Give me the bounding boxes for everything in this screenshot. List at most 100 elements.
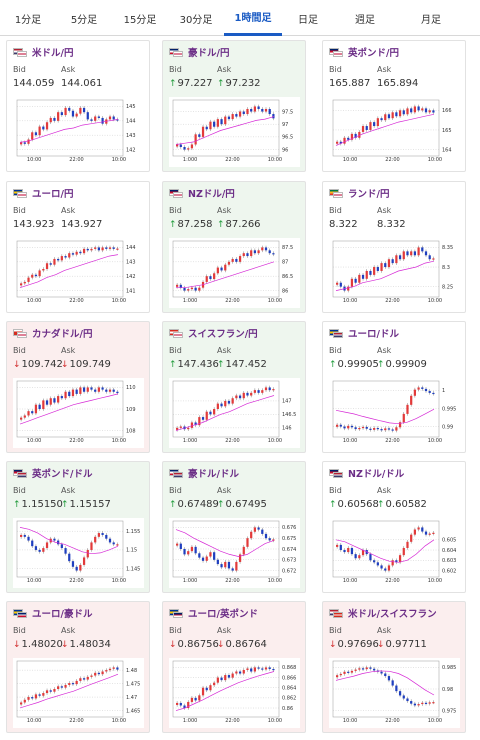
pair-name-link[interactable]: 米ドル/円 bbox=[32, 48, 74, 59]
y-tick-label: 8.25 bbox=[442, 284, 453, 290]
ask-value: ↑ 1.15157 bbox=[61, 499, 111, 510]
candle bbox=[373, 560, 376, 563]
candle bbox=[417, 106, 420, 111]
price-chart[interactable]: 1.155 1.15 1.145 10:00 22:00 10:00 bbox=[13, 518, 144, 588]
pair-name-link[interactable]: ユーロ/円 bbox=[32, 189, 74, 200]
x-tick-label: 10:00 bbox=[27, 438, 41, 444]
bid-price: 8.322 bbox=[329, 219, 358, 230]
pair-name-link[interactable]: 米ドル/スイスフラン bbox=[348, 609, 437, 620]
candle bbox=[380, 565, 383, 569]
candle bbox=[53, 538, 56, 541]
pair-name-link[interactable]: NZドル/円 bbox=[188, 189, 235, 200]
price-chart[interactable]: 87.5 87 86.5 86 1:000 22:00 10:00 bbox=[169, 238, 300, 308]
candle bbox=[209, 685, 212, 691]
pair-name-link[interactable]: カナダドル/円 bbox=[32, 329, 93, 340]
bid-label: Bid bbox=[329, 206, 342, 215]
y-tick-label: 142 bbox=[126, 147, 136, 153]
pair-name-link[interactable]: ユーロ/ドル bbox=[348, 329, 399, 340]
x-tick-label: 10:00 bbox=[268, 718, 282, 724]
candle bbox=[179, 144, 182, 148]
candle bbox=[227, 675, 231, 678]
candle bbox=[71, 110, 75, 117]
ask-price: 0.97711 bbox=[385, 639, 427, 650]
candle bbox=[31, 274, 34, 278]
pair-name-link[interactable]: NZドル/ドル bbox=[348, 469, 405, 480]
price-chart[interactable]: 0.868 0.866 0.864 0.862 0.86 1:000 22:00 10:00 bbox=[169, 658, 300, 728]
pair-card: 英ポンド/ドル Bid Ask ↑ 1.15150 ↑ 1.15157 1.155 1.15 1.… bbox=[6, 461, 150, 593]
tab-1[interactable]: 1分足 bbox=[14, 14, 42, 26]
y-tick-label: 164 bbox=[442, 147, 452, 153]
pair-name-link[interactable]: ランド/円 bbox=[348, 189, 390, 200]
price-chart[interactable]: 8.35 8.3 8.25 10:00 22:00 10:00 bbox=[329, 238, 460, 308]
price-chart[interactable]: 110 109 108 10:00 22:00 10:00 bbox=[13, 378, 144, 448]
x-tick-label: 22:00 bbox=[69, 578, 83, 584]
candle bbox=[209, 552, 212, 557]
price-chart[interactable]: 0.605 0.604 0.603 0.602 10:00 22:00 10:00 bbox=[329, 518, 460, 588]
y-tick-label: 1.465 bbox=[126, 708, 140, 714]
pair-title: NZドル/ドル bbox=[329, 467, 405, 480]
candle bbox=[68, 553, 71, 562]
candle bbox=[395, 255, 398, 264]
candle bbox=[250, 531, 253, 539]
price-chart[interactable]: 0.676 0.675 0.674 0.673 0.672 1:000 22:00 10:00 bbox=[169, 518, 300, 588]
price-chart[interactable]: 97.5 97 96.5 96 1:000 22:00 10:00 bbox=[169, 97, 300, 167]
tab-4[interactable]: 30分足 bbox=[179, 14, 213, 26]
y-tick-label: 141 bbox=[126, 288, 136, 294]
pair-card: ユーロ/円 Bid Ask 143.923 143.927 144 143 142 141 10:… bbox=[6, 181, 150, 313]
candle bbox=[194, 287, 197, 291]
tab-5[interactable]: 1時間足 bbox=[224, 0, 282, 36]
pair-name-link[interactable]: 豪ドル/ドル bbox=[188, 469, 239, 480]
candle bbox=[424, 702, 428, 704]
price-chart[interactable]: 166 165 164 10:00 22:00 10:00 bbox=[329, 97, 460, 167]
candle bbox=[220, 403, 223, 407]
candle bbox=[264, 387, 268, 391]
pair-name-link[interactable]: ユーロ/英ポンド bbox=[188, 609, 258, 620]
price-chart[interactable]: 0.985 0.98 0.975 10:00 22:00 10:00 bbox=[329, 658, 460, 728]
ask-price: 0.99909 bbox=[385, 359, 427, 370]
candle bbox=[86, 549, 89, 558]
pair-name-link[interactable]: 英ポンド/円 bbox=[348, 48, 399, 59]
flag-icon bbox=[13, 608, 27, 618]
candle bbox=[231, 398, 234, 404]
candle bbox=[20, 702, 23, 705]
candle bbox=[246, 253, 249, 257]
candle bbox=[261, 247, 264, 251]
candle bbox=[238, 554, 242, 562]
candle bbox=[42, 693, 45, 696]
tab-7[interactable]: 週足 bbox=[355, 14, 375, 26]
x-tick-label: 22:00 bbox=[385, 157, 399, 163]
candle bbox=[205, 556, 208, 561]
pair-name-link[interactable]: スイスフラン/円 bbox=[188, 329, 258, 340]
bid-label: Bid bbox=[329, 486, 342, 495]
candle bbox=[27, 411, 30, 416]
tab-8[interactable]: 月足 bbox=[421, 14, 441, 26]
tab-3[interactable]: 15分足 bbox=[123, 14, 157, 26]
candle bbox=[402, 251, 405, 260]
candle bbox=[428, 110, 431, 113]
candle bbox=[90, 542, 93, 550]
pair-name-link[interactable]: 豪ドル/円 bbox=[188, 48, 230, 59]
ask-value: ↑ 97.232 bbox=[217, 78, 261, 89]
y-tick-label: 1.155 bbox=[126, 529, 140, 535]
price-chart[interactable]: 147 146.5 146 1:000 22:00 10:00 bbox=[169, 378, 300, 448]
price-chart[interactable]: 144 143 142 141 10:00 22:00 10:00 bbox=[13, 238, 144, 308]
candle bbox=[421, 108, 424, 111]
pair-name-link[interactable]: ユーロ/豪ドル bbox=[32, 609, 93, 620]
candle bbox=[387, 259, 391, 268]
price-chart[interactable]: 1.48 1.475 1.47 1.465 10:00 22:00 10:00 bbox=[13, 658, 144, 728]
pair-name-link[interactable]: 英ポンド/ドル bbox=[32, 469, 93, 480]
ask-label: Ask bbox=[377, 65, 392, 74]
tab-6[interactable]: 日足 bbox=[298, 14, 318, 26]
candle bbox=[343, 426, 346, 429]
x-tick-label: 10:00 bbox=[343, 578, 357, 584]
tab-2[interactable]: 5分足 bbox=[70, 14, 98, 26]
bid-value: ↓ 109.742 bbox=[13, 359, 63, 370]
price-chart[interactable]: 145 144 143 142 10:00 22:00 10:00 bbox=[13, 97, 144, 167]
bid-label: Bid bbox=[13, 65, 26, 74]
price-chart[interactable]: 1 0.995 0.99 10:00 22:00 10:00 bbox=[329, 378, 460, 448]
candle bbox=[384, 114, 387, 121]
candle bbox=[250, 108, 253, 112]
x-tick-label: 10:00 bbox=[343, 438, 357, 444]
candle bbox=[391, 259, 394, 264]
arrow-up-icon: ↑ bbox=[61, 499, 69, 510]
